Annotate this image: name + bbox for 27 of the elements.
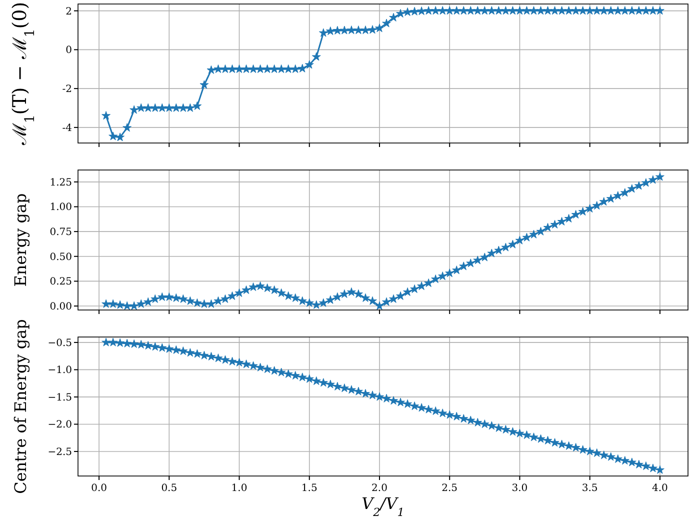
y-axis-title: Centre of Energy gap <box>11 319 30 494</box>
y-tick-label: 0.25 <box>50 276 72 288</box>
y-tick-label: -2 <box>62 84 72 96</box>
x-axis-title: V$_{2}$/V$_{1}$ <box>362 494 404 518</box>
y-tick-label: −1.5 <box>48 392 72 404</box>
y-tick-label: −2.5 <box>48 446 72 458</box>
y-tick-label: 0 <box>66 45 72 56</box>
x-tick-label: 3.5 <box>582 483 598 494</box>
x-tick-label: 1.0 <box>231 483 248 494</box>
x-tick-label: 2.0 <box>372 483 388 494</box>
y-axis-title: Energy gap <box>11 193 30 287</box>
y-tick-label: −0.5 <box>48 338 72 349</box>
y-tick-label: 0.00 <box>50 302 72 313</box>
y-tick-label: 0.50 <box>50 252 72 263</box>
y-tick-label: 0.75 <box>50 227 72 238</box>
y-tick-label: 2 <box>66 6 72 18</box>
y-tick-label: 1.25 <box>50 177 72 188</box>
y-tick-label: -4 <box>62 122 72 134</box>
y-tick-label: 1.00 <box>50 202 72 214</box>
x-tick-label: 4.0 <box>652 483 668 494</box>
x-tick-label: 2.5 <box>442 483 458 494</box>
x-tick-label: 3.0 <box>512 483 528 494</box>
x-tick-label: 1.5 <box>301 483 318 494</box>
x-tick-label: 0.0 <box>91 483 107 494</box>
y-tick-label: −2.0 <box>48 420 72 431</box>
x-tick-label: 0.5 <box>161 483 178 494</box>
y-tick-label: −1.0 <box>48 365 72 376</box>
